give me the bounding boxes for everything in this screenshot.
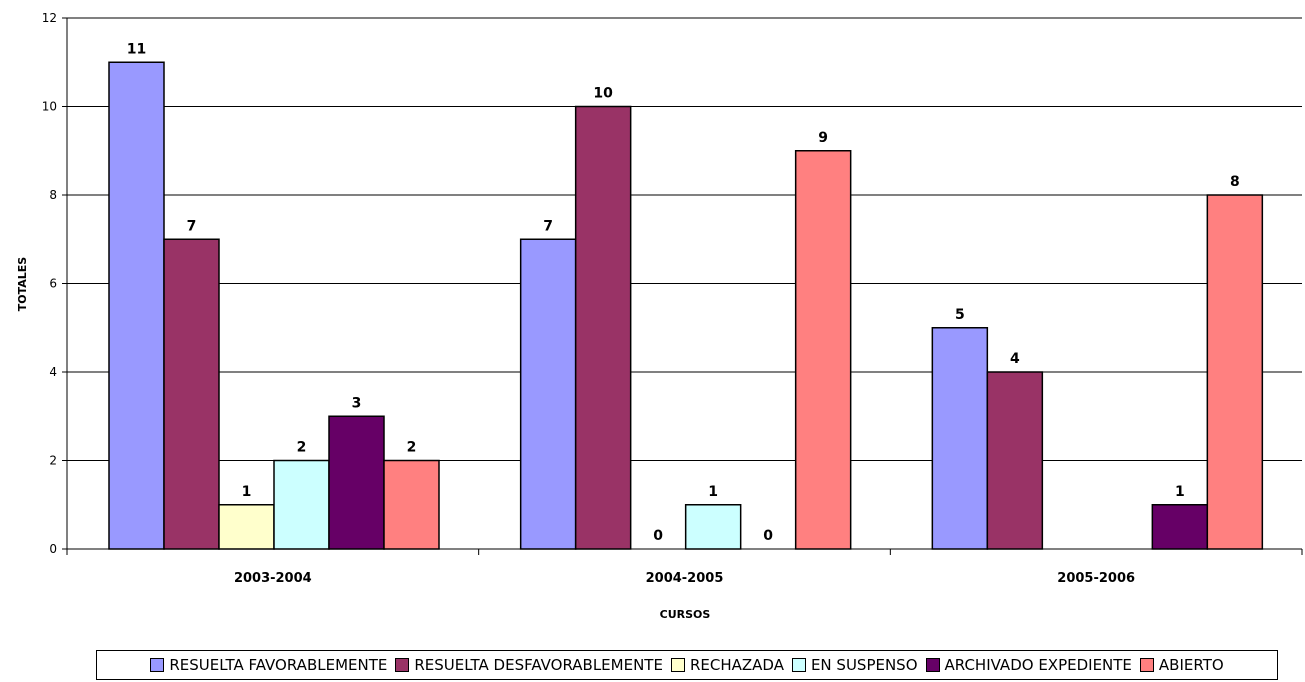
gridlines <box>67 17 1302 461</box>
x-tick-label: 2003-2004 <box>234 571 312 586</box>
bar <box>1206 194 1264 550</box>
bar <box>163 238 220 550</box>
data-label: 4 <box>1010 351 1020 367</box>
legend-label: RECHAZADA <box>689 656 784 674</box>
legend-item: RESUELTA FAVORABLEMENTE <box>150 656 387 674</box>
y-tick-label: 12 <box>42 11 57 25</box>
legend-label: RESUELTA FAVORABLEMENTE <box>169 656 388 674</box>
data-label: 1 <box>1175 484 1185 500</box>
legend-item: ARCHIVADO EXPEDIENTE <box>925 656 1132 674</box>
y-axis-title: TOTALES <box>16 257 29 312</box>
data-label: 2 <box>297 440 307 456</box>
bar <box>684 504 742 550</box>
x-axis-title: CURSOS <box>660 608 711 621</box>
legend-swatch <box>150 658 165 672</box>
bar <box>108 61 165 550</box>
y-tick-label: 0 <box>49 542 57 556</box>
x-tick-label: 2004-2005 <box>646 571 724 586</box>
bar <box>794 150 852 550</box>
data-label: 9 <box>818 130 828 146</box>
legend-swatch <box>925 658 940 672</box>
data-label: 3 <box>352 395 362 411</box>
data-label: 7 <box>543 218 553 234</box>
data-label: 10 <box>593 86 613 102</box>
bar <box>931 327 989 550</box>
legend-label: ARCHIVADO EXPEDIENTE <box>944 656 1132 674</box>
y-tick-label: 4 <box>49 365 57 379</box>
y-tick-label: 10 <box>42 100 57 114</box>
data-label: 5 <box>955 307 965 323</box>
legend-item: EN SUSPENSO <box>791 656 918 674</box>
bar <box>328 415 385 550</box>
axes <box>62 17 1303 555</box>
y-tick-label: 2 <box>49 454 57 468</box>
x-tick-label: 2005-2006 <box>1057 571 1135 586</box>
legend: RESUELTA FAVORABLEMENTE RESUELTA DESFAVOR… <box>96 650 1278 680</box>
data-label: 2 <box>407 440 417 456</box>
data-label: 8 <box>1230 174 1240 190</box>
bar <box>1151 504 1209 550</box>
legend-swatch <box>670 658 685 672</box>
data-label: 7 <box>187 218 197 234</box>
y-tick-labels: 0 2 4 6 8 10 12 <box>42 11 57 556</box>
legend-label: ABIERTO <box>1158 656 1224 674</box>
y-tick-label: 6 <box>49 277 57 291</box>
bar <box>519 238 577 550</box>
legend-swatch <box>791 658 806 672</box>
legend-item: ABIERTO <box>1139 656 1224 674</box>
data-label: 11 <box>127 41 146 57</box>
legend-label: EN SUSPENSO <box>810 656 918 674</box>
bar <box>574 105 632 550</box>
data-label: 0 <box>653 528 663 544</box>
legend-item: RECHAZADA <box>670 656 784 674</box>
x-tick-labels: 2003-2004 2004-2005 2005-2006 <box>234 571 1135 586</box>
bar <box>218 504 275 550</box>
data-label: 0 <box>763 528 773 544</box>
legend-label: RESUELTA DESFAVORABLEMENTE <box>414 656 663 674</box>
legend-item: RESUELTA DESFAVORABLEMENTE <box>395 656 663 674</box>
bar <box>986 371 1044 550</box>
y-tick-label: 8 <box>49 188 57 202</box>
legend-swatch <box>1139 658 1154 672</box>
bars <box>108 61 1264 550</box>
bar <box>383 459 440 550</box>
data-label: 1 <box>708 484 718 500</box>
bar <box>273 459 330 550</box>
data-label: 1 <box>242 484 252 500</box>
legend-swatch <box>395 658 410 672</box>
